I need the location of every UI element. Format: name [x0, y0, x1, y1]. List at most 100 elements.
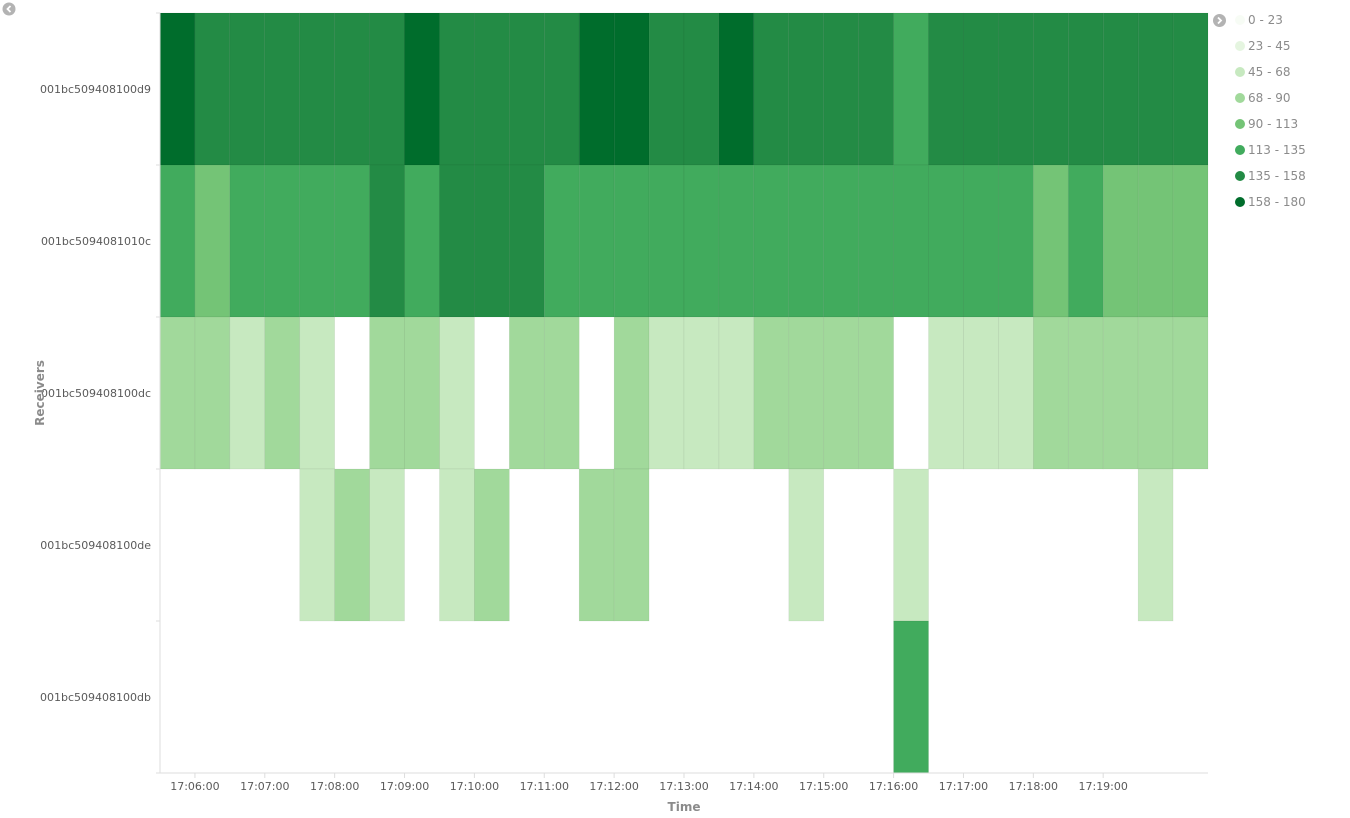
heatmap-cell[interactable]	[159, 12, 196, 166]
toggle-legend-button[interactable]	[1213, 14, 1226, 27]
heatmap-cell[interactable]	[194, 12, 231, 166]
heatmap-cell[interactable]	[1067, 12, 1104, 166]
heatmap-cell[interactable]	[683, 164, 720, 318]
heatmap-cell[interactable]	[299, 316, 335, 470]
heatmap-cell[interactable]	[928, 316, 964, 470]
legend-item[interactable]: 68 - 90	[1235, 91, 1291, 105]
heatmap-cell[interactable]	[1067, 164, 1104, 318]
heatmap-cell[interactable]	[578, 164, 615, 318]
heatmap-cell[interactable]	[613, 12, 650, 166]
heatmap-cell[interactable]	[334, 12, 370, 166]
heatmap-cell[interactable]	[299, 468, 335, 622]
heatmap-cell[interactable]	[1137, 316, 1174, 470]
heatmap-cell[interactable]	[474, 12, 510, 166]
heatmap-cell[interactable]	[893, 620, 929, 774]
heatmap-cell[interactable]	[369, 468, 405, 622]
heatmap-cell[interactable]	[753, 316, 790, 470]
heatmap-cell[interactable]	[229, 164, 266, 318]
legend-item[interactable]: 0 - 23	[1235, 13, 1283, 27]
heatmap-cell[interactable]	[474, 164, 510, 318]
heatmap-cell[interactable]	[229, 12, 266, 166]
heatmap-cell[interactable]	[1033, 164, 1069, 318]
heatmap-cell[interactable]	[439, 316, 475, 470]
legend-item[interactable]: 23 - 45	[1235, 39, 1291, 53]
heatmap-cell[interactable]	[683, 316, 720, 470]
heatmap-cell[interactable]	[369, 316, 405, 470]
legend-item[interactable]: 158 - 180	[1235, 195, 1306, 209]
heatmap-cell[interactable]	[1137, 468, 1174, 622]
heatmap-cell[interactable]	[998, 316, 1034, 470]
heatmap-cell[interactable]	[474, 468, 510, 622]
heatmap-cell[interactable]	[578, 468, 615, 622]
heatmap-cell[interactable]	[1067, 316, 1104, 470]
heatmap-cell[interactable]	[613, 468, 650, 622]
heatmap-cell[interactable]	[788, 316, 825, 470]
heatmap-cell[interactable]	[998, 164, 1034, 318]
heatmap-cell[interactable]	[509, 316, 545, 470]
heatmap-cell[interactable]	[718, 12, 755, 166]
heatmap-cell[interactable]	[229, 316, 266, 470]
heatmap-cell[interactable]	[299, 164, 335, 318]
heatmap-cell[interactable]	[1172, 12, 1209, 166]
heatmap-cell[interactable]	[543, 316, 580, 470]
heatmap-cell[interactable]	[788, 468, 825, 622]
heatmap-cell[interactable]	[788, 164, 825, 318]
heatmap-cell[interactable]	[369, 12, 405, 166]
heatmap-cell[interactable]	[1102, 164, 1139, 318]
heatmap-cell[interactable]	[1137, 164, 1174, 318]
heatmap-cell[interactable]	[963, 12, 999, 166]
heatmap-cell[interactable]	[788, 12, 825, 166]
heatmap-cell[interactable]	[893, 12, 929, 166]
heatmap-cell[interactable]	[718, 316, 755, 470]
heatmap-cell[interactable]	[858, 12, 894, 166]
heatmap-cell[interactable]	[823, 316, 859, 470]
heatmap-cell[interactable]	[543, 164, 580, 318]
heatmap-cell[interactable]	[683, 12, 720, 166]
heatmap-cell[interactable]	[1102, 12, 1139, 166]
heatmap-cell[interactable]	[194, 164, 231, 318]
heatmap-cell[interactable]	[648, 316, 685, 470]
heatmap-cell[interactable]	[543, 12, 580, 166]
heatmap-cell[interactable]	[753, 164, 790, 318]
heatmap-cell[interactable]	[1033, 316, 1069, 470]
heatmap-cell[interactable]	[439, 468, 475, 622]
heatmap-cell[interactable]	[334, 468, 370, 622]
heatmap-cell[interactable]	[858, 164, 894, 318]
heatmap-cell[interactable]	[893, 164, 929, 318]
heatmap-cell[interactable]	[509, 164, 545, 318]
heatmap-cell[interactable]	[823, 12, 859, 166]
heatmap-cell[interactable]	[1102, 316, 1139, 470]
heatmap-cell[interactable]	[893, 468, 929, 622]
heatmap-cell[interactable]	[1172, 164, 1209, 318]
heatmap-cell[interactable]	[928, 12, 964, 166]
heatmap-cell[interactable]	[613, 316, 650, 470]
heatmap-cell[interactable]	[1033, 12, 1069, 166]
heatmap-cell[interactable]	[299, 12, 335, 166]
legend-item[interactable]: 113 - 135	[1235, 143, 1306, 157]
heatmap-cell[interactable]	[858, 316, 894, 470]
heatmap-cell[interactable]	[1137, 12, 1174, 166]
heatmap-cell[interactable]	[264, 164, 301, 318]
heatmap-cell[interactable]	[404, 12, 440, 166]
collapse-left-button[interactable]	[2, 2, 16, 16]
heatmap-cell[interactable]	[159, 164, 196, 318]
heatmap-cell[interactable]	[264, 316, 301, 470]
heatmap-cell[interactable]	[613, 164, 650, 318]
heatmap-cell[interactable]	[194, 316, 231, 470]
heatmap-cell[interactable]	[718, 164, 755, 318]
heatmap-cell[interactable]	[369, 164, 405, 318]
heatmap-cell[interactable]	[963, 316, 999, 470]
heatmap-cell[interactable]	[823, 164, 859, 318]
legend-item[interactable]: 135 - 158	[1235, 169, 1306, 183]
heatmap-cell[interactable]	[264, 12, 301, 166]
heatmap-cell[interactable]	[578, 12, 615, 166]
legend-item[interactable]: 45 - 68	[1235, 65, 1291, 79]
heatmap-cell[interactable]	[648, 164, 685, 318]
heatmap-cell[interactable]	[334, 164, 370, 318]
heatmap-cell[interactable]	[1172, 316, 1209, 470]
heatmap-cell[interactable]	[928, 164, 964, 318]
heatmap-cell[interactable]	[404, 316, 440, 470]
heatmap-cell[interactable]	[404, 164, 440, 318]
heatmap-cell[interactable]	[159, 316, 196, 470]
heatmap-cell[interactable]	[509, 12, 545, 166]
